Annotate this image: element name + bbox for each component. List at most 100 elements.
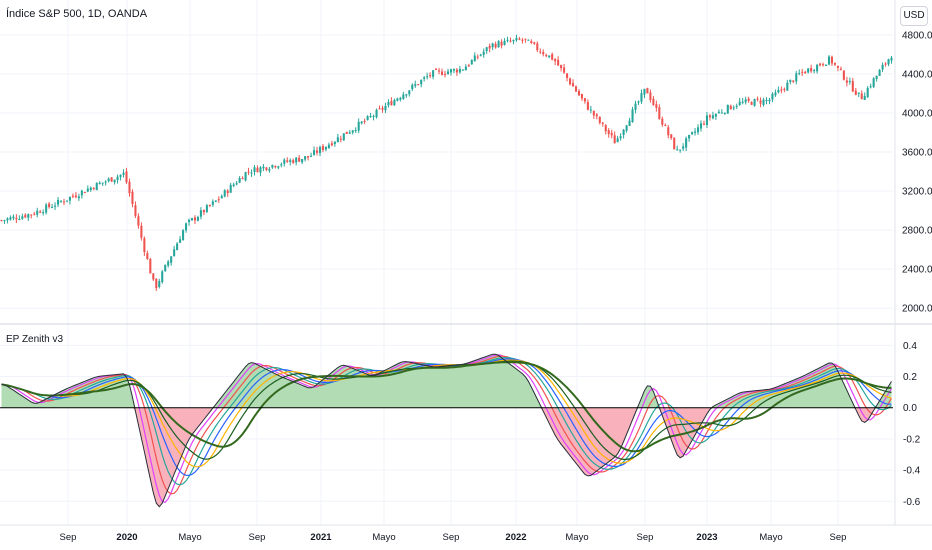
candle bbox=[440, 71, 444, 75]
candle bbox=[369, 116, 372, 118]
candle bbox=[51, 206, 54, 208]
candle bbox=[845, 80, 848, 83]
candle bbox=[527, 39, 530, 41]
candle bbox=[753, 99, 756, 106]
candle bbox=[146, 253, 149, 260]
candle bbox=[110, 177, 113, 182]
candle bbox=[128, 181, 131, 194]
candle bbox=[74, 195, 77, 198]
oscillator-axis[interactable]: 0.4 0.2 0.0 -0.2 -0.4 -0.6 bbox=[903, 341, 921, 508]
candle bbox=[816, 64, 819, 72]
candle bbox=[238, 178, 241, 183]
price-axis[interactable]: 4800.0 4400.0 4000.0 3600.0 3200.0 2800.0 2400… bbox=[902, 30, 932, 314]
candle bbox=[307, 155, 310, 158]
candle bbox=[872, 78, 875, 87]
time-axis[interactable]: Sep 2020 Mayo Sep 2021 Mayo Sep 2022 Mayo Sep 2023… bbox=[60, 532, 847, 543]
oscillator-pane[interactable] bbox=[0, 353, 893, 508]
candle bbox=[518, 38, 521, 40]
candle bbox=[661, 118, 664, 125]
candle bbox=[196, 216, 199, 221]
candle bbox=[333, 141, 336, 145]
candle bbox=[71, 195, 74, 197]
candle bbox=[774, 92, 777, 96]
candle bbox=[607, 130, 610, 135]
time-tick-label: Mayo bbox=[372, 532, 395, 543]
candle bbox=[33, 213, 36, 215]
candle bbox=[244, 172, 247, 181]
candle bbox=[696, 127, 700, 133]
candle bbox=[699, 123, 703, 129]
candle bbox=[857, 92, 860, 94]
candle bbox=[83, 192, 86, 194]
chart-title: Índice S&P 500, 1D, OANDA bbox=[6, 8, 148, 20]
candle bbox=[726, 104, 729, 114]
osc-ma-line bbox=[1, 359, 892, 468]
candle bbox=[685, 138, 688, 148]
candle bbox=[890, 57, 893, 61]
chart-grid bbox=[0, 0, 893, 525]
candle bbox=[62, 201, 66, 203]
candle bbox=[396, 98, 399, 101]
candle bbox=[524, 38, 527, 40]
candle bbox=[429, 75, 432, 77]
candle bbox=[702, 123, 706, 125]
candle bbox=[342, 133, 345, 141]
candle bbox=[530, 41, 533, 43]
candle bbox=[390, 101, 393, 106]
candle bbox=[804, 71, 807, 74]
price-pane[interactable] bbox=[0, 34, 893, 292]
candle bbox=[411, 84, 414, 90]
candle bbox=[229, 184, 232, 193]
candle bbox=[637, 101, 640, 103]
candle bbox=[205, 205, 208, 212]
candle bbox=[86, 188, 89, 192]
candle bbox=[18, 218, 21, 220]
candle bbox=[470, 60, 473, 65]
candle bbox=[265, 167, 268, 170]
osc-tick-label: 0.2 bbox=[903, 372, 917, 383]
currency-button[interactable]: USD bbox=[900, 6, 928, 26]
candle bbox=[616, 138, 619, 143]
time-tick-label: 2023 bbox=[696, 532, 717, 543]
candle bbox=[780, 89, 783, 91]
candle bbox=[884, 63, 887, 65]
candle bbox=[488, 46, 491, 49]
osc-tick-label: 0.0 bbox=[903, 403, 917, 414]
indicator-title[interactable]: EP Zenith v3 bbox=[6, 334, 64, 345]
candle bbox=[223, 190, 226, 197]
candle bbox=[732, 107, 735, 109]
candle bbox=[610, 132, 613, 136]
candle bbox=[101, 182, 104, 184]
candle bbox=[271, 164, 274, 168]
candle bbox=[768, 99, 771, 102]
candle bbox=[571, 83, 575, 87]
candle bbox=[723, 112, 726, 114]
candle bbox=[408, 90, 411, 95]
candle bbox=[155, 278, 158, 289]
candle bbox=[214, 200, 217, 202]
candle bbox=[170, 256, 173, 263]
candle bbox=[482, 51, 485, 55]
candle bbox=[557, 59, 560, 66]
candle bbox=[658, 107, 661, 119]
candle bbox=[667, 127, 670, 136]
candle bbox=[122, 172, 125, 175]
candle bbox=[536, 43, 539, 51]
candle bbox=[500, 41, 503, 46]
candle bbox=[628, 120, 631, 126]
candle bbox=[503, 40, 506, 45]
candle bbox=[521, 39, 524, 41]
candle bbox=[810, 68, 813, 72]
candle bbox=[268, 168, 271, 171]
candle bbox=[586, 102, 589, 110]
candle bbox=[89, 187, 92, 191]
candle bbox=[619, 136, 622, 139]
price-tick-label: 3600.0 bbox=[902, 148, 932, 159]
candle bbox=[652, 98, 655, 105]
candle bbox=[77, 196, 80, 199]
time-tick-label: Sep bbox=[637, 532, 654, 543]
candle bbox=[643, 88, 646, 95]
candle bbox=[574, 86, 578, 92]
candle bbox=[190, 218, 194, 221]
